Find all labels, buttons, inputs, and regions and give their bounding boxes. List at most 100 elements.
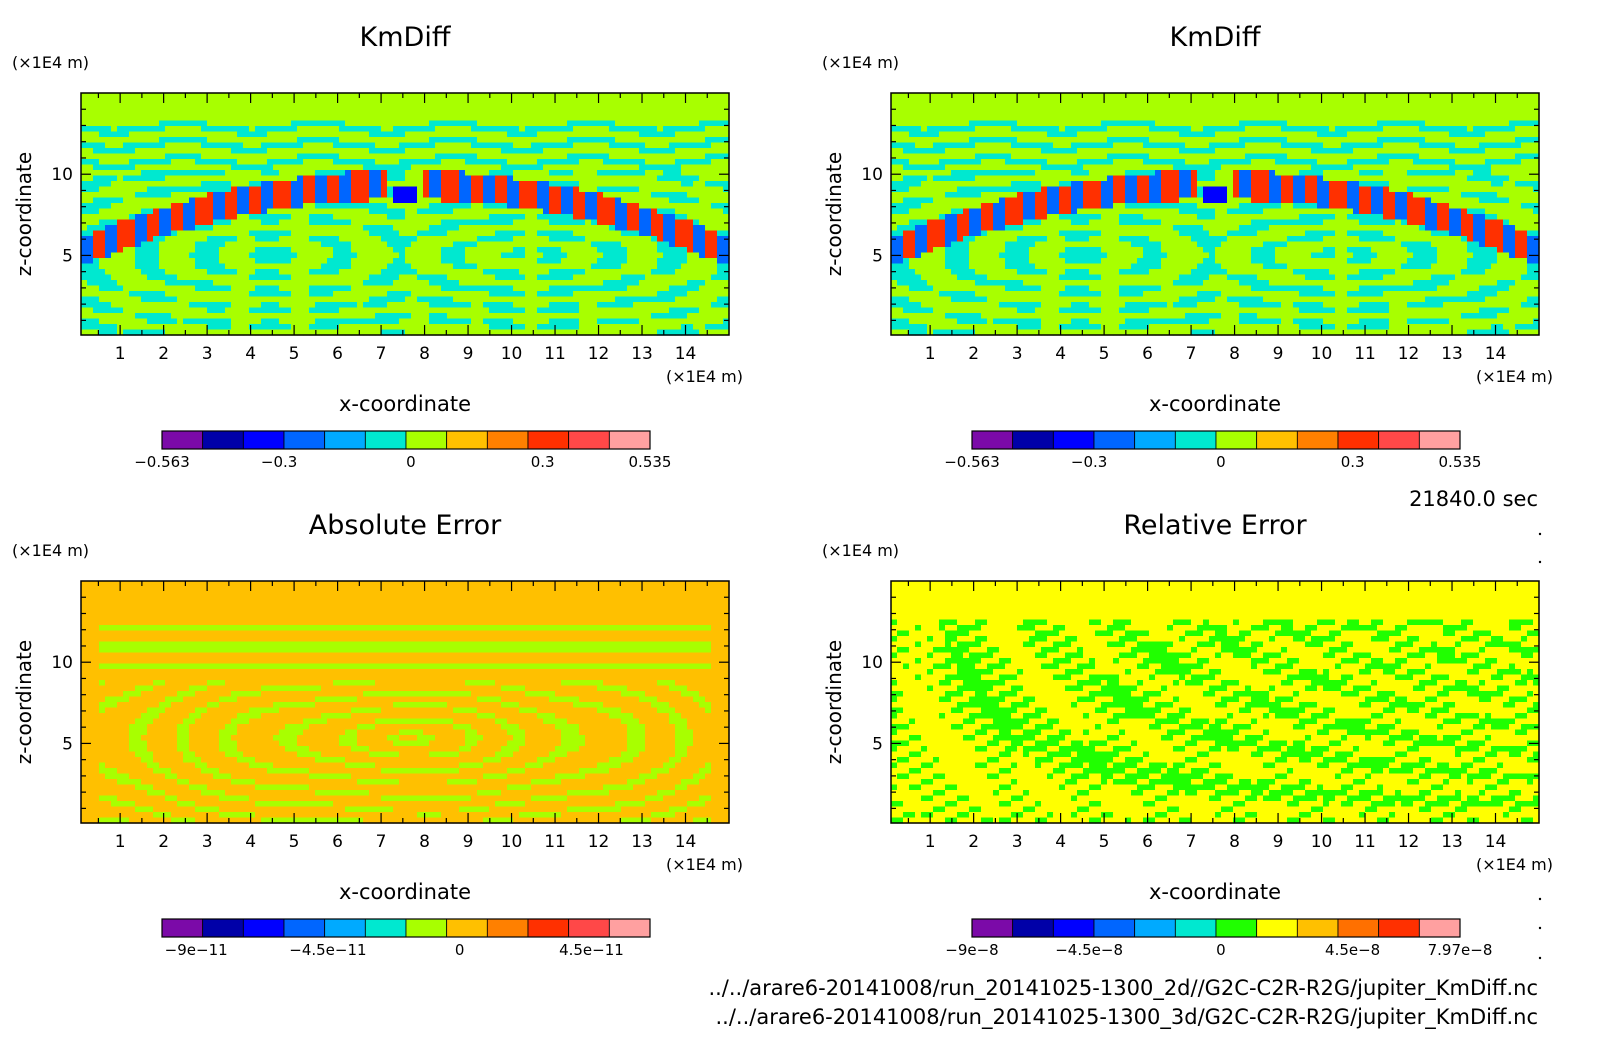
- heatmap-cell: [483, 120, 490, 127]
- heatmap-cell: [573, 258, 580, 265]
- heatmap-cell: [519, 181, 526, 188]
- heatmap-cell: [333, 324, 340, 331]
- heatmap-cell: [321, 115, 328, 122]
- heatmap-cell: [291, 225, 298, 232]
- heatmap-cell: [165, 120, 172, 127]
- heatmap-cell: [357, 247, 364, 254]
- heatmap-cell: [531, 225, 538, 232]
- heatmap-cell: [633, 104, 640, 111]
- heatmap-cell: [501, 159, 508, 166]
- heatmap-cell: [507, 159, 514, 166]
- heatmap-cell: [561, 313, 568, 320]
- heatmap-cell: [309, 192, 316, 199]
- heatmap-cell: [501, 93, 508, 100]
- heatmap-cell: [357, 153, 364, 160]
- heatmap-cell: [477, 104, 484, 111]
- heatmap-cell: [591, 159, 598, 166]
- heatmap-cell: [543, 318, 550, 325]
- heatmap-cell: [177, 302, 184, 309]
- heatmap-cell: [81, 214, 88, 221]
- heatmap-cell: [393, 241, 400, 248]
- heatmap-cell: [237, 307, 244, 314]
- heatmap-cell: [675, 115, 682, 122]
- heatmap-cell: [147, 285, 154, 292]
- heatmap-cell: [579, 258, 586, 265]
- heatmap-cell: [543, 137, 550, 144]
- heatmap-cell: [645, 208, 652, 215]
- heatmap-cell: [147, 247, 154, 254]
- heatmap-cell: [165, 241, 172, 248]
- heatmap-cell: [279, 192, 286, 199]
- heatmap-cell: [687, 274, 694, 281]
- heatmap-cell: [357, 269, 364, 276]
- heatmap-cell: [111, 192, 118, 199]
- heatmap-cell: [189, 263, 196, 270]
- heatmap-cell: [231, 170, 238, 177]
- heatmap-cell: [537, 148, 544, 155]
- heatmap-cell: [381, 274, 388, 281]
- heatmap-cell: [201, 247, 208, 254]
- heatmap-cell: [621, 214, 628, 221]
- heatmap-cell: [135, 285, 142, 292]
- heatmap-cell: [291, 208, 298, 215]
- heatmap-cell: [711, 137, 718, 144]
- heatmap-cell: [423, 236, 430, 243]
- heatmap-cell: [159, 170, 166, 177]
- heatmap-cell: [147, 126, 154, 133]
- heatmap-cell: [345, 214, 352, 221]
- heatmap-cell: [555, 142, 562, 149]
- heatmap-cell: [381, 137, 388, 144]
- heatmap-cell: [381, 285, 388, 292]
- heatmap-cell: [333, 214, 340, 221]
- heatmap-cell: [471, 269, 478, 276]
- heatmap-cell: [549, 186, 556, 193]
- heatmap-cell: [699, 192, 706, 199]
- heatmap-cell: [255, 318, 262, 325]
- heatmap-cell: [561, 142, 568, 149]
- heatmap-cell: [549, 274, 556, 281]
- heatmap-cell: [495, 296, 502, 303]
- heatmap-cell: [189, 302, 196, 309]
- heatmap-cell: [291, 263, 298, 270]
- heatmap-cell: [231, 142, 238, 149]
- heatmap-cell: [381, 98, 388, 105]
- heatmap-cell: [585, 109, 592, 116]
- heatmap-cell: [435, 258, 442, 265]
- heatmap-cell: [309, 219, 316, 226]
- heatmap-cell: [633, 280, 640, 287]
- heatmap-cell: [357, 225, 364, 232]
- heatmap-cell: [147, 181, 154, 188]
- heatmap-cell: [483, 175, 490, 182]
- heatmap-cell: [171, 115, 178, 122]
- heatmap-cell: [597, 93, 604, 100]
- heatmap-cell: [393, 181, 400, 188]
- heatmap-cell: [483, 148, 490, 155]
- heatmap-cell: [93, 208, 100, 215]
- heatmap-cell: [123, 203, 130, 210]
- heatmap-cell: [441, 126, 448, 133]
- heatmap-cell: [339, 175, 346, 182]
- heatmap-cell: [177, 307, 184, 314]
- heatmap-cell: [465, 263, 472, 270]
- heatmap-cell: [369, 131, 376, 138]
- heatmap-cell: [81, 186, 88, 193]
- heatmap-cell: [549, 170, 556, 177]
- heatmap-cell: [93, 197, 100, 204]
- heatmap-cell: [507, 186, 514, 193]
- heatmap-cell: [423, 120, 430, 127]
- heatmap-cell: [393, 186, 400, 193]
- heatmap-cell: [183, 252, 190, 259]
- heatmap-cell: [135, 263, 142, 270]
- heatmap-cell: [675, 241, 682, 248]
- heatmap-cell: [183, 263, 190, 270]
- heatmap-cell: [225, 203, 232, 210]
- heatmap-cell: [381, 236, 388, 243]
- heatmap-cell: [477, 197, 484, 204]
- heatmap-cell: [441, 280, 448, 287]
- heatmap-cell: [231, 120, 238, 127]
- heatmap-cell: [651, 115, 658, 122]
- heatmap-cell: [699, 285, 706, 292]
- heatmap-cell: [99, 241, 106, 248]
- heatmap-cell: [369, 307, 376, 314]
- heatmap-cell: [93, 291, 100, 298]
